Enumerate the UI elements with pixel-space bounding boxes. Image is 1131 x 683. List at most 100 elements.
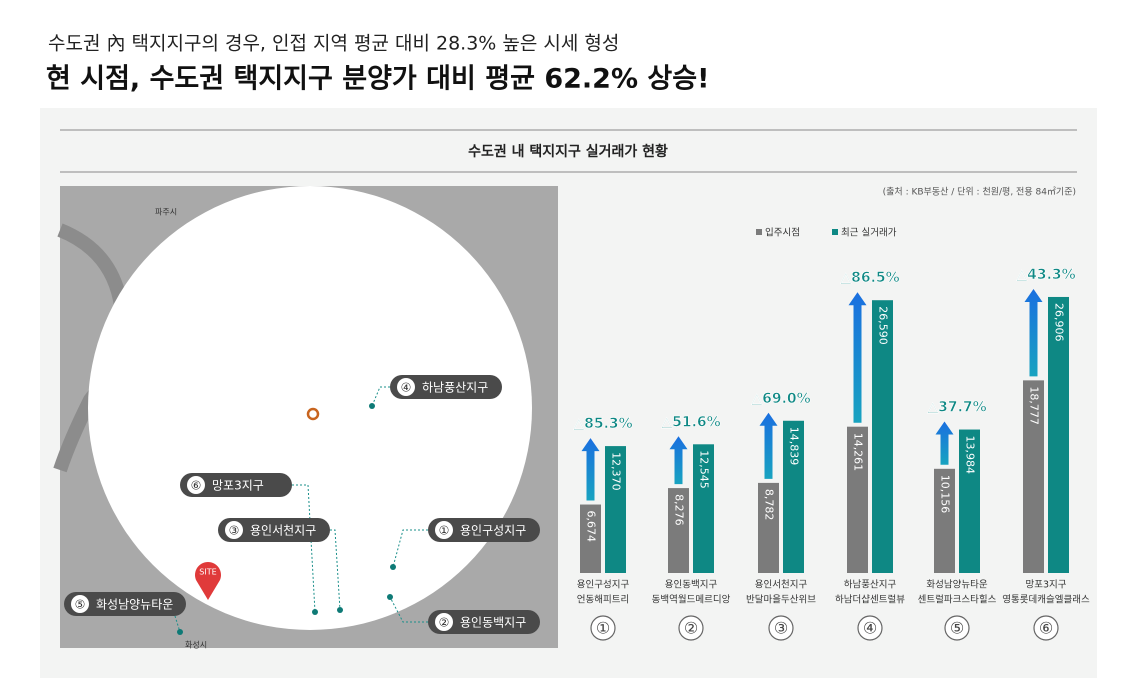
marker-pill (180, 473, 292, 497)
growth-label: △85.3% (573, 416, 632, 432)
number-label: ② (684, 619, 698, 638)
x-tick-label: 하남풍산지구 (844, 579, 897, 591)
marker-label: 하남풍산지구 (422, 381, 488, 395)
leader-line (371, 386, 390, 407)
x-tick-label: 용인동백지구 (665, 580, 718, 591)
number-badge (1033, 615, 1059, 641)
center-ring (306, 407, 320, 421)
bar (847, 426, 868, 573)
growth-label: △86.5% (840, 270, 899, 286)
marker-label: 화성남양뉴타운 (96, 598, 173, 612)
growth-label: △51.6% (661, 414, 720, 430)
marker-num: ⑥ (191, 479, 202, 493)
marker-num-bg (187, 476, 205, 494)
number-badge (768, 615, 794, 641)
x-tick-label: 망포3지구 (1025, 580, 1066, 591)
legend-label: 최근 실거래가 (841, 228, 897, 239)
bar (758, 482, 779, 573)
marker-num: ① (439, 524, 450, 538)
site-pin (194, 562, 221, 600)
value-label: 12,545 (698, 450, 711, 489)
growth-arrow (848, 292, 867, 423)
legend-swatch (832, 229, 838, 235)
marker-num: ③ (229, 524, 240, 538)
site-label: SITE (199, 568, 216, 577)
number-badge (590, 615, 616, 641)
x-tick-sublabel: 센트럴파크스타힐스 (918, 594, 997, 606)
x-tick-label: 용인서천지구 (755, 580, 808, 591)
growth-arrow (581, 438, 600, 501)
subtitle: 수도권 內 택지지구의 경우, 인접 지역 평균 대비 28.3% 높은 시세 … (48, 33, 619, 55)
map: 파주시 화성시 SITE (53, 186, 558, 650)
x-tick-sublabel: 영통롯데캐슬엘클래스 (1002, 595, 1090, 606)
growth-label: △69.0% (751, 391, 810, 407)
legend-swatch (756, 229, 762, 235)
growth-arrow (669, 436, 688, 485)
marker-dot (369, 403, 375, 409)
number-label: ⑤ (950, 619, 964, 638)
marker-dot (177, 629, 183, 635)
value-label: 8,782 (763, 489, 776, 521)
place: 파주시 (155, 208, 177, 217)
value-label: 13,984 (964, 436, 977, 475)
number-badge (944, 615, 970, 641)
leader-line (392, 529, 428, 568)
value-label: 6,674 (585, 511, 598, 542)
marker-pill (428, 610, 540, 634)
bar (872, 300, 893, 573)
number-label: ⑥ (1039, 619, 1053, 638)
bar (605, 446, 626, 573)
marker-pill (428, 518, 540, 542)
value-label: 18,777 (1028, 386, 1041, 425)
bar (580, 504, 601, 573)
marker-pill (390, 375, 502, 399)
marker-num-bg (225, 521, 243, 539)
marker-num: ② (439, 616, 450, 630)
growth-label: △37.7% (927, 400, 986, 416)
growth-arrow (935, 421, 954, 465)
marker-num-bg (397, 378, 415, 396)
marker-label: 망포3지구 (212, 479, 264, 493)
value-label: 26,906 (1053, 303, 1066, 342)
number-label: ④ (863, 619, 877, 638)
leader-line (389, 596, 428, 623)
number-badge (678, 615, 704, 641)
growth-arrow (1024, 288, 1043, 377)
marker-dot (390, 564, 396, 570)
bar (783, 420, 804, 573)
bar (693, 444, 714, 573)
title: 현 시점, 수도권 택지지구 분양가 대비 평균 62.2% 상승! (46, 64, 709, 95)
marker-label: 용인서천지구 (250, 523, 316, 538)
number-label: ③ (774, 619, 788, 638)
bar (934, 468, 955, 573)
legend-label: 입주시점 (765, 227, 800, 239)
marker-pill (64, 592, 186, 616)
map-circle (88, 186, 532, 630)
value-label: 10,156 (939, 475, 952, 514)
marker-pill (218, 518, 330, 542)
x-tick-sublabel: 언동해피트리 (577, 594, 629, 606)
chart-title: 수도권 내 택지지구 실거래가 현황 (468, 143, 668, 160)
marker-dot (312, 609, 318, 615)
x-tick-label: 화성남양뉴타운 (926, 580, 987, 591)
value-label: 14,261 (852, 433, 865, 472)
marker-num-bg (71, 595, 89, 613)
marker-dot (387, 594, 393, 600)
marker-dot (337, 607, 343, 613)
bar (668, 488, 689, 573)
number-label: ① (596, 619, 610, 638)
bar (1023, 380, 1044, 573)
leader-line (292, 484, 316, 613)
value-label: 14,839 (788, 427, 801, 466)
marker-num-bg (435, 521, 453, 539)
value-label: 26,590 (877, 306, 890, 345)
x-tick-sublabel: 반달마을두산위브 (746, 594, 816, 606)
growth-arrow (759, 412, 778, 479)
marker-num: ④ (401, 381, 412, 395)
marker-num: ⑤ (75, 598, 86, 612)
growth-label: △43.3% (1016, 267, 1075, 283)
number-badge (857, 615, 883, 641)
bar (1048, 296, 1069, 573)
x-tick-sublabel: 하남더샵센트럴뷰 (835, 594, 905, 606)
